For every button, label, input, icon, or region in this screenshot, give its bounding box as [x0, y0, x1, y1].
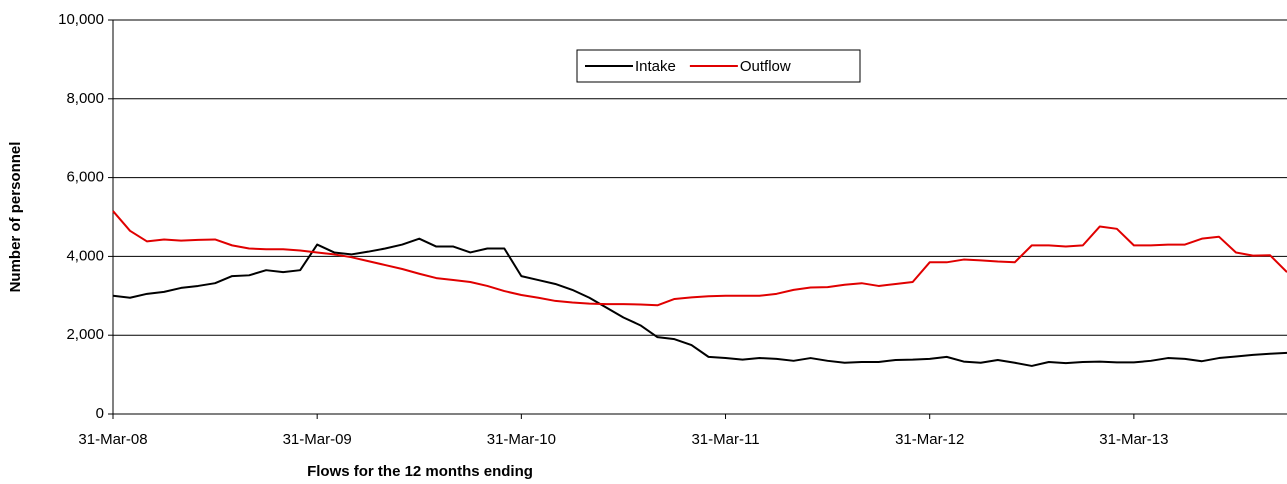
- x-tick-label: 31-Mar-09: [283, 431, 352, 448]
- line-series: [112, 237, 1287, 367]
- y-tick-label: 8,000: [66, 90, 104, 107]
- line-series: [112, 210, 1287, 307]
- legend-label: Outflow: [740, 58, 791, 75]
- x-tick-label: 31-Mar-11: [691, 431, 759, 448]
- y-tick-label: 6,000: [66, 169, 104, 186]
- y-axis-title: Number of personnel: [7, 142, 24, 293]
- y-tick-label: 2,000: [66, 326, 104, 343]
- y-tick-label: 4,000: [66, 247, 104, 264]
- legend-label: Intake: [635, 58, 676, 75]
- x-tick-label: 31-Mar-10: [487, 431, 556, 448]
- x-axis-title: Flows for the 12 months ending: [307, 463, 533, 480]
- x-tick-label: 31-Mar-08: [78, 431, 147, 448]
- y-tick-label: 0: [96, 405, 104, 422]
- x-tick-label: 31-Mar-13: [1099, 431, 1168, 448]
- y-tick-label: 10,000: [58, 11, 104, 28]
- x-tick-label: 31-Mar-12: [895, 431, 964, 448]
